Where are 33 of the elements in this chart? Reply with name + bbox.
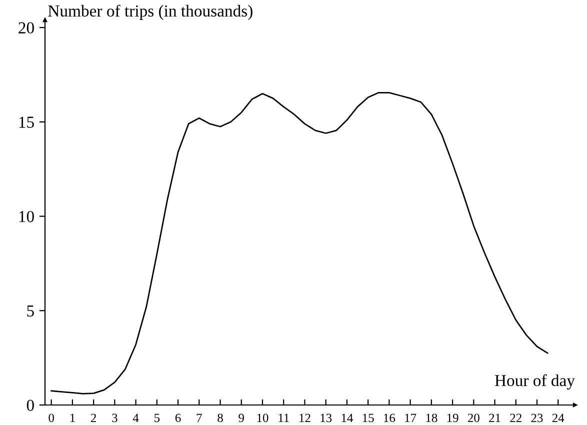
x-tick-label: 21	[489, 414, 500, 422]
x-tick-label: 4	[132, 414, 139, 422]
x-tick-label: 0	[48, 414, 54, 422]
x-tick-label: 8	[218, 414, 223, 422]
x-tick-label: 1	[70, 414, 75, 422]
x-tick-label: 19	[447, 414, 458, 422]
x-tick-label: 9	[238, 414, 244, 422]
y-tick-label: 5	[27, 306, 34, 317]
y-axis-title: Number of trips (in thousands)	[48, 4, 252, 20]
x-tick-label: 10	[257, 414, 268, 422]
x-tick-label: 15	[362, 414, 374, 422]
x-tick-label: 5	[154, 414, 160, 422]
y-tick-label: 20	[18, 22, 34, 34]
x-tick-label: 3	[112, 414, 118, 422]
y-tick-label: 15	[19, 116, 34, 128]
y-tick-label: 10	[19, 210, 34, 222]
line-series	[50, 92, 548, 394]
x-tick-label: 18	[426, 414, 438, 422]
x-tick-label: 14	[342, 414, 354, 422]
y-tick-label: 0	[26, 400, 34, 411]
x-tick-label: 12	[300, 414, 310, 422]
x-tick-label: 16	[384, 414, 396, 422]
x-tick-label: 7	[196, 414, 202, 422]
x-axis-title: Hour of day	[494, 374, 575, 390]
x-tick-label: 23	[531, 414, 543, 422]
x-tick-label: 6	[175, 414, 181, 422]
x-tick-label: 2	[90, 414, 96, 422]
x-tick-label: 17	[405, 414, 416, 422]
x-tick-label: 11	[278, 414, 289, 422]
x-tick-label: 20	[468, 414, 480, 422]
x-tick-label: 22	[510, 414, 522, 422]
x-tick-label: 13	[320, 414, 332, 422]
x-tick-label: 24	[552, 414, 564, 422]
